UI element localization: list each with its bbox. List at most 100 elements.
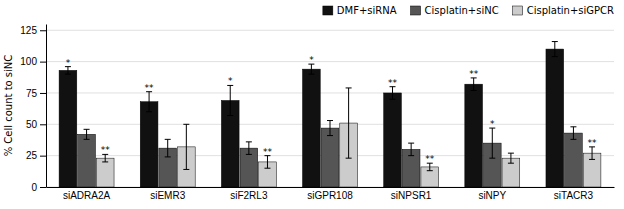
error-bar	[489, 128, 495, 158]
y-tick-mark	[40, 62, 46, 63]
error-bar	[183, 124, 189, 169]
y-tick: 100	[20, 56, 46, 67]
significance-star: **	[425, 154, 435, 164]
legend-label: Cisplatin+siGPCR	[527, 5, 614, 16]
x-tick-label: siF2RL3	[230, 190, 268, 201]
significance-star: **	[145, 83, 155, 93]
error-bar	[570, 127, 576, 140]
x-tick-label: siEMR3	[150, 190, 185, 201]
bar	[303, 69, 321, 187]
error-bar	[390, 87, 396, 100]
error-bar	[146, 92, 152, 112]
y-tick-label: 0	[31, 182, 37, 193]
significance-star: **	[388, 78, 398, 88]
x-tick: siADRA2A	[63, 190, 111, 201]
y-tick-mark	[40, 187, 46, 188]
y-tick: 125	[20, 25, 46, 36]
legend-swatch	[513, 6, 523, 15]
error-bar	[246, 142, 252, 155]
legend-item: Cisplatin+siNC	[411, 5, 499, 16]
x-tick-label: siGPR108	[307, 190, 353, 201]
bar	[78, 134, 96, 187]
error-bar	[227, 85, 233, 115]
error-bar	[264, 156, 270, 169]
bar	[321, 128, 339, 187]
error-bar	[165, 139, 171, 157]
significance-star: **	[263, 147, 273, 157]
y-tick: 25	[26, 150, 46, 161]
x-tick: siGPR108	[307, 190, 353, 201]
bar	[59, 70, 77, 187]
error-bar	[65, 67, 71, 75]
series	[78, 121, 583, 187]
plot: ******************0255075100125siADRA2As…	[20, 25, 614, 202]
y-tick: 0	[31, 182, 46, 193]
y-tick: 75	[26, 88, 46, 99]
x-tick-label: siTACR3	[554, 190, 594, 201]
error-bar	[102, 154, 108, 162]
legend: DMF+siRNA Cisplatin+siNC Cisplatin+siGPCR	[323, 5, 614, 16]
x-tick-label: siADRA2A	[63, 190, 111, 201]
series	[59, 42, 564, 187]
series	[96, 88, 601, 187]
y-tick-mark	[40, 30, 46, 31]
x-tick: siEMR3	[150, 190, 185, 201]
bar	[384, 93, 402, 187]
x-axis-line	[47, 187, 615, 188]
grid-line	[46, 92, 614, 93]
x-tick: siNPSR1	[391, 190, 432, 201]
x-tick: siTACR3	[554, 190, 594, 201]
y-axis: 0 25 50 75 100 125	[20, 25, 46, 193]
x-axis: siADRA2A siEMR3 siF2RL3 siGPR108 siNPSR1 siNP…	[47, 188, 615, 202]
grid-line	[46, 30, 614, 31]
significance-star: **	[469, 69, 479, 79]
error-bar	[508, 153, 514, 163]
y-axis-title: % Cell count to siNC	[3, 55, 14, 157]
x-tick: siNPY	[478, 190, 506, 201]
chart: ******************0255075100125siADRA2As…	[0, 0, 624, 209]
significance-star: *	[309, 55, 314, 65]
grid-line	[46, 61, 614, 62]
error-bar	[589, 147, 595, 160]
error-bar	[84, 129, 90, 139]
significance-star: **	[101, 145, 111, 155]
significance-star: *	[228, 76, 233, 86]
y-tick-label: 75	[26, 88, 38, 99]
error-bar	[327, 121, 333, 136]
x-tick: siF2RL3	[230, 190, 268, 201]
error-bar	[346, 88, 352, 158]
y-tick-mark	[40, 93, 46, 94]
bar	[96, 158, 114, 187]
bar	[565, 133, 583, 187]
y-tick-mark	[40, 156, 46, 157]
error-bar	[427, 163, 433, 171]
legend-swatch	[411, 6, 421, 15]
bar	[546, 49, 564, 187]
significance-star: *	[490, 119, 495, 129]
x-tick-label: siNPY	[478, 190, 506, 201]
legend-item: DMF+siRNA	[323, 5, 397, 16]
legend-label: DMF+siRNA	[337, 5, 397, 16]
legend-swatch	[323, 6, 333, 15]
y-tick: 50	[26, 119, 46, 130]
bar	[140, 102, 158, 187]
legend-item: Cisplatin+siGPCR	[513, 5, 614, 16]
marks	[59, 42, 601, 187]
y-tick-label: 50	[26, 119, 38, 130]
significance-star: **	[588, 138, 598, 148]
error-bar	[471, 78, 477, 91]
error-bar	[408, 143, 414, 156]
significance-star: *	[66, 58, 71, 68]
bar	[465, 84, 483, 187]
annotations: ******************	[66, 55, 597, 164]
error-bar	[308, 64, 314, 74]
y-tick-label: 25	[26, 150, 38, 161]
y-tick-label: 100	[20, 56, 37, 67]
legend-label: Cisplatin+siNC	[425, 5, 499, 16]
grid	[46, 30, 614, 187]
error-bar	[552, 42, 558, 57]
y-axis-line	[46, 25, 47, 188]
y-tick-mark	[40, 124, 46, 125]
y-tick-label: 125	[20, 25, 37, 36]
x-tick-label: siNPSR1	[391, 190, 432, 201]
